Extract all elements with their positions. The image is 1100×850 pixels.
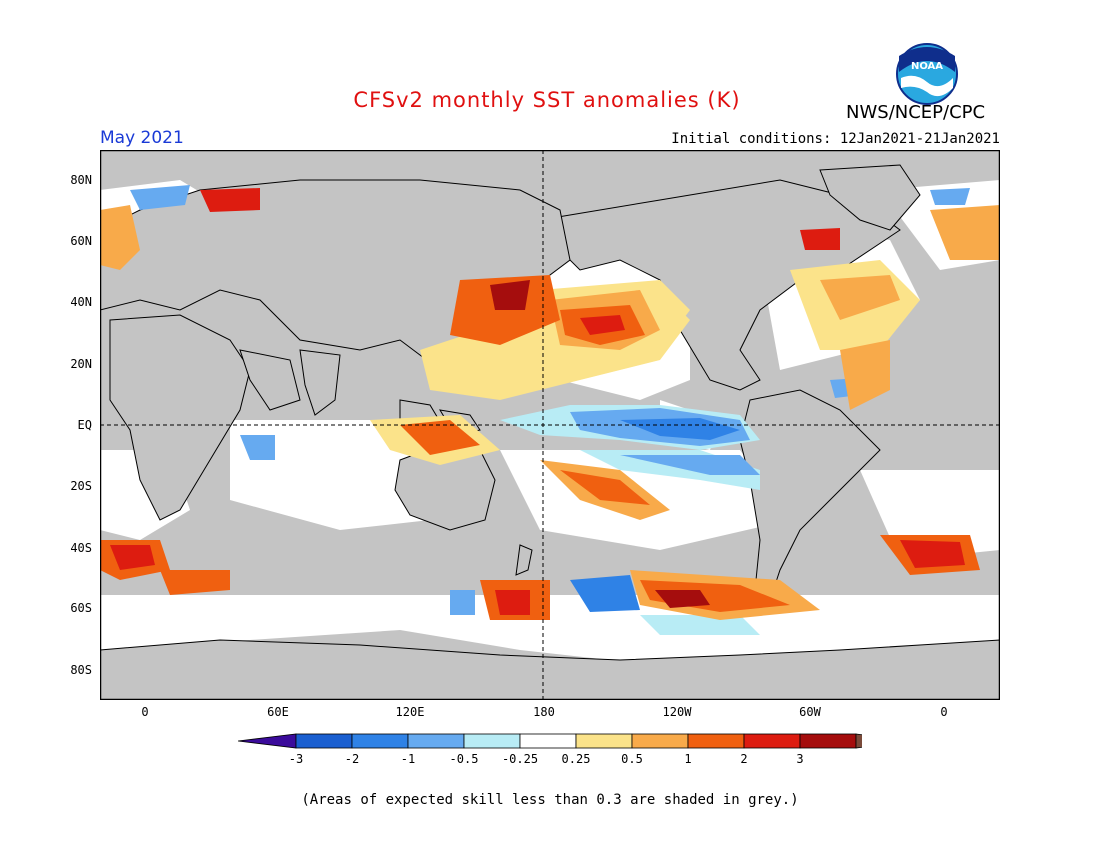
lon-label: 120E xyxy=(395,705,425,719)
noaa-logo-icon: NOAA xyxy=(895,42,959,110)
colorbar-min-arrow xyxy=(238,733,297,749)
lat-label: 40N xyxy=(70,295,92,309)
lon-label: 180 xyxy=(533,705,555,719)
colorbar-max-arrow xyxy=(855,733,862,749)
equator-dateline-grid xyxy=(100,150,1000,700)
chart-title: CFSv2 monthly SST anomalies (K) xyxy=(353,88,741,112)
negative-anomalies xyxy=(130,185,970,635)
colorbar-swatch xyxy=(519,733,577,749)
colorbar-tick-label: 1 xyxy=(684,752,692,766)
colorbar-swatch xyxy=(351,733,409,749)
colorbar-swatch xyxy=(575,733,633,749)
lat-label: 40S xyxy=(70,541,92,555)
colorbar-tick-label: 0.25 xyxy=(561,752,591,766)
lat-label: 80N xyxy=(70,173,92,187)
sst-anomaly-map xyxy=(100,150,1000,700)
colorbar-swatch xyxy=(687,733,745,749)
colorbar-swatch xyxy=(407,733,465,749)
colorbar-swatch xyxy=(295,733,353,749)
skill-footnote: (Areas of expected skill less than 0.3 a… xyxy=(301,792,799,808)
colorbar-swatch xyxy=(799,733,857,749)
colorbar-tick-label: -0.25 xyxy=(501,752,539,766)
colorbar-tick-label: 3 xyxy=(796,752,804,766)
positive-anomalies xyxy=(100,188,1000,620)
colorbar-tick-label: -0.5 xyxy=(449,752,479,766)
lon-label: 0 xyxy=(940,705,948,719)
colorbar-swatch xyxy=(463,733,521,749)
colorbar xyxy=(238,733,862,749)
colorbar-swatch xyxy=(743,733,801,749)
map-frame xyxy=(100,150,1000,700)
lon-label: 60E xyxy=(267,705,289,719)
logo-text: NOAA xyxy=(911,61,943,72)
initial-conditions-label: Initial conditions: 12Jan2021-21Jan2021 xyxy=(671,131,1000,147)
colorbar-tick-label: -2 xyxy=(344,752,360,766)
colorbar-tick-label: -3 xyxy=(288,752,304,766)
lat-label: EQ xyxy=(77,418,92,432)
lon-label: 120W xyxy=(662,705,692,719)
lat-label: 20N xyxy=(70,357,92,371)
lon-label: 0 xyxy=(141,705,149,719)
lat-label: 60N xyxy=(70,234,92,248)
lon-label: 60W xyxy=(799,705,821,719)
valid-month-label: May 2021 xyxy=(100,128,184,148)
colorbar-swatch xyxy=(631,733,689,749)
lat-label: 80S xyxy=(70,663,92,677)
colorbar-tick-label: 0.5 xyxy=(621,752,643,766)
colorbar-tick-label: -1 xyxy=(400,752,416,766)
organization-label: NWS/NCEP/CPC xyxy=(846,102,986,123)
lat-label: 60S xyxy=(70,601,92,615)
colorbar-tick-label: 2 xyxy=(740,752,748,766)
lat-label: 20S xyxy=(70,479,92,493)
